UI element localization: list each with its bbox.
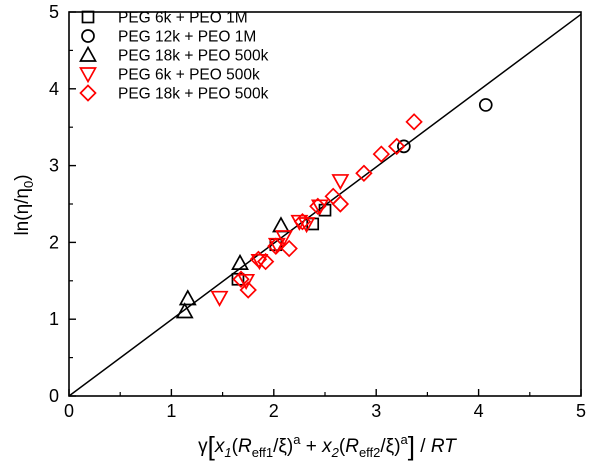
x-tick-label: 1: [166, 401, 176, 421]
axis-ticks: [68, 11, 582, 397]
legend-label: PEG 18k + PEO 500k: [118, 86, 269, 103]
data-point-series-5: [256, 252, 275, 271]
y-axis-label: ln(η/η0): [12, 174, 36, 235]
y-tick-label: 3: [49, 156, 59, 176]
data-point-series-4: [331, 174, 350, 191]
data-point-series-5: [293, 212, 312, 231]
data-point-series-4: [210, 290, 229, 307]
data-point-series-3: [175, 302, 194, 319]
x-tick-label: 3: [371, 401, 381, 421]
data-point-series-4: [237, 273, 256, 291]
y-tick-label: 2: [49, 232, 59, 252]
data-point-series-5: [355, 164, 373, 182]
data-point-series-5: [239, 281, 257, 299]
legend: PEG 6k + PEO 1M PEG 12k + PEO 1M PEG 18k +…: [79, 10, 269, 103]
legend-marker: [81, 10, 95, 24]
data-point-series-4: [275, 230, 293, 247]
axis-tick-labels: 0 1 2 3 4 5 0 1 2 3 4 5: [49, 2, 586, 421]
data-point-series-5: [387, 137, 406, 156]
legend-marker: [79, 84, 97, 102]
legend-label: PEG 12k + PEO 1M: [118, 29, 256, 46]
y-tick-label: 5: [49, 2, 59, 22]
y-tick-label: 4: [49, 79, 59, 99]
legend-label: PEG 18k + PEO 500k: [118, 48, 269, 65]
data-point-series-5: [405, 113, 423, 131]
y-tick-label: 0: [49, 386, 59, 406]
legend-marker: [81, 29, 95, 43]
x-tick-label: 5: [576, 401, 586, 421]
y-tick-label: 1: [49, 309, 59, 329]
x-axis-label: γ[x1(Reff1/ξ)a + x2(Reff2/ξ)a] / RT: [198, 431, 457, 461]
data-point-series-3: [178, 289, 197, 306]
data-point-series-5: [309, 197, 327, 216]
data-markers: [175, 98, 493, 319]
x-tick-label: 0: [64, 401, 74, 421]
legend-marker: [79, 67, 97, 84]
data-point-series-2: [396, 139, 411, 154]
legend-label: PEG 6k + PEO 500k: [118, 67, 260, 84]
legend-marker: [79, 45, 97, 62]
data-point-series-5: [280, 239, 298, 258]
x-tick-label: 2: [269, 401, 279, 421]
data-point-series-3: [231, 253, 249, 270]
data-point-series-5: [267, 237, 285, 255]
data-point-series-5: [331, 195, 350, 213]
data-point-series-5: [232, 270, 250, 288]
legend-label: PEG 6k + PEO 1M: [118, 10, 248, 27]
data-point-series-2: [478, 98, 493, 112]
x-tick-label: 4: [474, 401, 484, 421]
data-point-series-5: [372, 145, 391, 163]
